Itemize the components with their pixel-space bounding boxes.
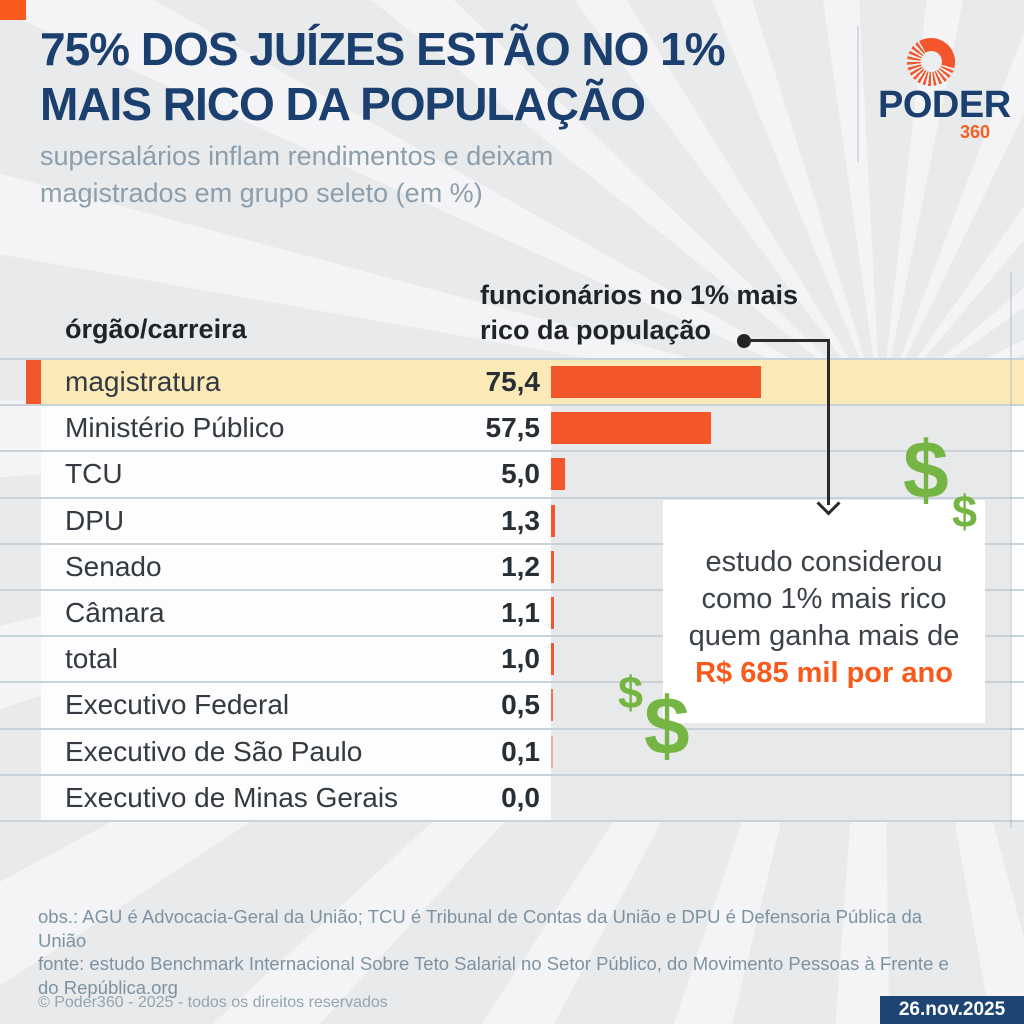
plot-background [551,452,1010,497]
bar [551,735,553,768]
logo-divider [857,26,859,162]
row-label: magistratura [65,366,221,397]
row-value: 1,1 [501,596,540,628]
row-label: total [65,643,118,675]
plot-background [551,775,1010,820]
poder360-logo: PODER 360 [866,30,1016,150]
bar [551,458,565,491]
logo-360: 360 [960,122,991,142]
row-value: 0,5 [501,689,540,721]
title-line1: 75% DOS JUÍZES ESTÃO NO 1% [40,23,726,75]
row-value: 1,0 [501,643,540,675]
table-row: Executivo de São Paulo 0,1 [0,729,1024,776]
table-row: Ministério Público 57,5 [0,406,1024,453]
row-value: 5,0 [501,458,540,490]
row-value: 0,1 [501,735,540,767]
row-value: 57,5 [485,412,541,444]
row-label: Senado [65,550,162,582]
callout-line-horizontal [748,339,830,342]
bar [551,550,554,583]
row-value: 1,2 [501,550,540,582]
bar [551,689,553,722]
row-label: DPU [65,504,125,536]
table-row: magistratura 75,4 [0,360,1024,407]
axis-line [1010,272,1012,828]
column-header-organ: órgão/carreira [65,314,247,344]
row-label: Executivo Federal [65,689,290,721]
table-row: TCU 5,0 [0,452,1024,499]
row-label: Executivo de Minas Gerais [65,781,399,813]
row-label: Câmara [65,596,165,628]
logo-wordmark: PODER [878,84,1011,126]
column-header-values: funcionários no 1% mais rico da populaçã… [480,280,799,345]
page-subtitle: supersalários inflam rendimentos e deixa… [40,141,554,208]
dollar-icon: $ [903,425,949,516]
bar [551,504,555,537]
dollar-icon: $ [644,681,690,772]
row-value: 75,4 [485,366,541,397]
page-title: 75% DOS JUÍZES ESTÃO NO 1% MAIS RICO DA … [40,22,726,132]
bar [551,412,711,445]
date-badge: 26.nov.2025 [880,996,1024,1024]
title-line2: MAIS RICO DA POPULAÇÃO [40,78,646,130]
annotation-highlight: R$ 685 mil por ano [695,657,953,689]
sunburst-icon [907,38,955,86]
footer-notes: obs.: AGU é Advocacia-Geral da União; TC… [38,905,998,999]
callout-line-vertical [827,339,830,505]
obs-note: obs.: AGU é Advocacia-Geral da União; TC… [38,906,923,951]
dollar-icon: $ [618,667,644,718]
row-label: Ministério Público [65,412,285,444]
row-label: TCU [65,458,123,490]
source-note: fonte: estudo Benchmark Internacional So… [38,953,949,998]
bar [551,643,554,676]
row-label: Executivo de São Paulo [65,735,363,767]
highlight-marker [26,360,41,405]
row-value: 1,3 [501,504,540,536]
accent-square [0,0,26,20]
row-value: 0,0 [501,781,540,813]
annotation-box: estudo considerou como 1% mais rico quem… [663,500,985,723]
bar [551,366,761,398]
row-background [41,360,1024,405]
copyright: © Poder360 - 2025 - todos os direitos re… [38,994,388,1011]
table-row: Executivo de Minas Gerais 0,0 [0,775,1024,822]
plot-background [551,729,1010,774]
callout-bullet [737,334,751,348]
bar [551,596,554,629]
dollar-icon: $ [952,486,978,537]
